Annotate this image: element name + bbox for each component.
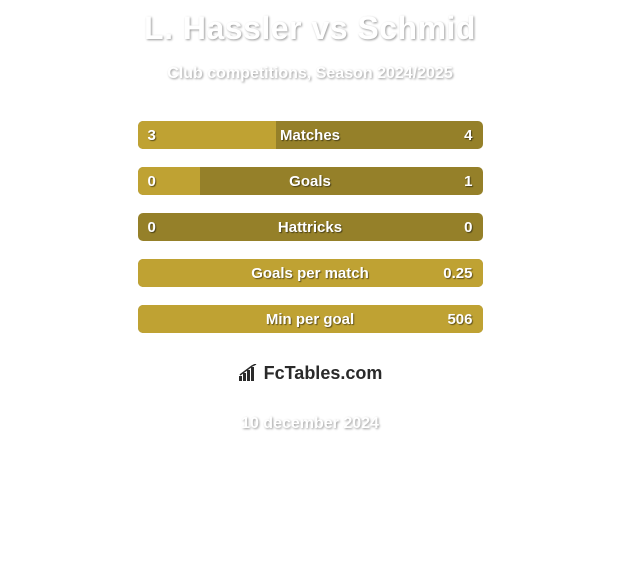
stat-value-right: 506	[447, 305, 472, 333]
bar-chart-icon	[238, 364, 260, 382]
stat-label: Matches	[138, 121, 483, 149]
stat-label: Min per goal	[138, 305, 483, 333]
logo-box: FcTables.com	[203, 351, 418, 395]
player-oval	[23, 171, 118, 195]
stat-row: Min per goal506	[138, 305, 483, 333]
stat-label: Hattricks	[138, 213, 483, 241]
chart-area: 3Matches40Goals10Hattricks0Goals per mat…	[0, 121, 620, 333]
stat-label: Goals per match	[138, 259, 483, 287]
player-oval	[502, 171, 597, 195]
stat-row: 0Hattricks0	[138, 213, 483, 241]
stat-row: Goals per match0.25	[138, 259, 483, 287]
logo: FcTables.com	[238, 363, 383, 384]
date-text: 10 december 2024	[0, 415, 620, 433]
stat-value-right: 1	[464, 167, 472, 195]
subtitle: Club competitions, Season 2024/2025	[0, 65, 620, 83]
stat-value-right: 4	[464, 121, 472, 149]
stat-value-right: 0	[464, 213, 472, 241]
page-title: L. Hassler vs Schmid	[0, 0, 620, 47]
stat-row: 0Goals1	[138, 167, 483, 195]
player-oval	[4, 121, 116, 148]
player-oval	[483, 121, 595, 148]
stat-value-right: 0.25	[443, 259, 472, 287]
stat-row: 3Matches4	[138, 121, 483, 149]
stat-label: Goals	[138, 167, 483, 195]
comparison-bars: 3Matches40Goals10Hattricks0Goals per mat…	[138, 121, 483, 333]
logo-text: FcTables.com	[264, 363, 383, 384]
